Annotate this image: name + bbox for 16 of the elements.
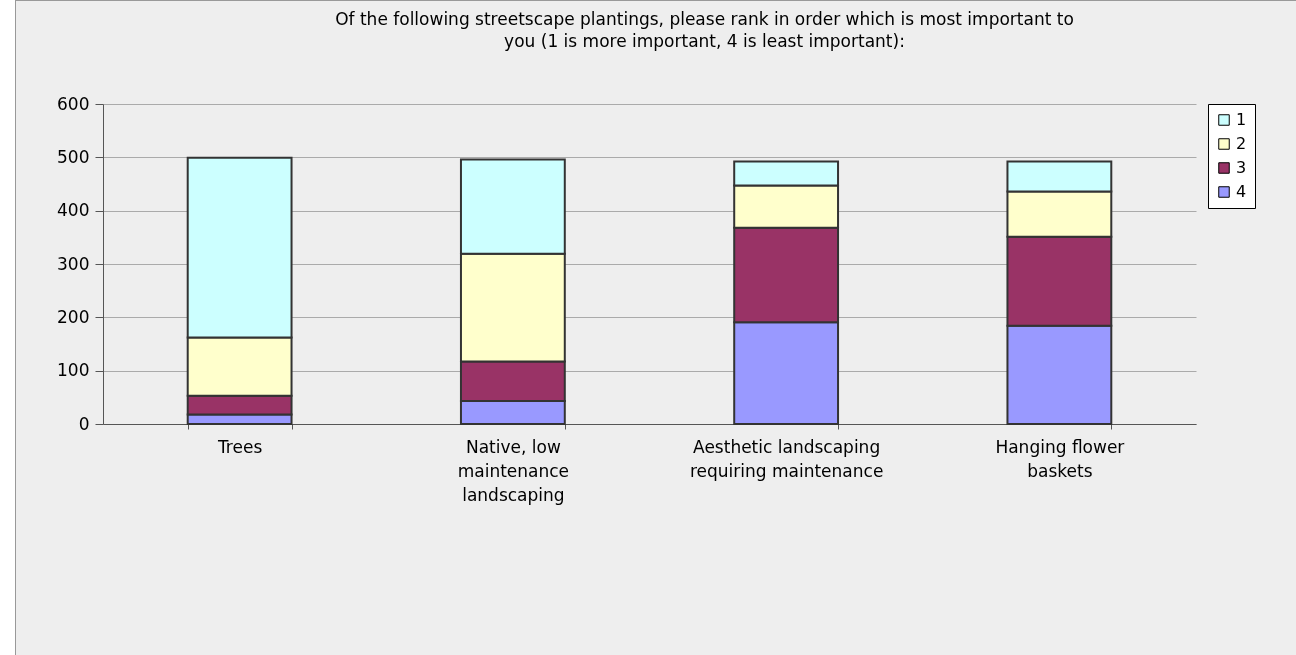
legend-label: 2: [1236, 134, 1247, 153]
y-tick-label: 500: [57, 146, 90, 167]
legend-label: 4: [1236, 182, 1247, 201]
y-tick-label: 0: [78, 413, 90, 434]
x-tick-label: Aesthetic landscaping requiring maintenance: [689, 436, 884, 481]
legend-label: 3: [1236, 158, 1247, 177]
y-tick-label: 400: [57, 200, 90, 221]
y-tick-label: 600: [57, 93, 90, 114]
chart-title: Of the following streetscape plantings, please rank in order which is most important to you (1 is more important, 4 is least important):: [335, 9, 1074, 51]
y-tick-label: 300: [57, 253, 90, 274]
x-tick-label: Native, low maintenance landscaping: [457, 436, 570, 505]
y-tick-label: 100: [57, 360, 90, 381]
x-tick-label: Trees: [216, 436, 263, 457]
x-tick-label: Hanging flower baskets: [995, 436, 1125, 481]
legend-label: 1: [1236, 110, 1247, 129]
y-tick-label: 200: [57, 306, 90, 327]
